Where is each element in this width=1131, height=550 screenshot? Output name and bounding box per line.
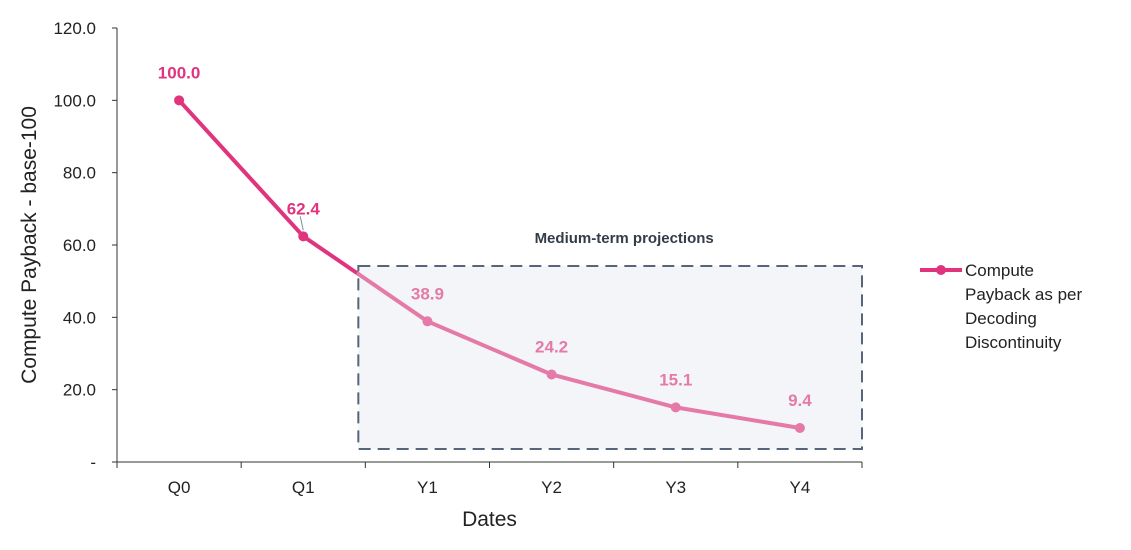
y-tick-label: 80.0: [63, 164, 96, 183]
x-tick-label: Y2: [541, 478, 562, 497]
y-tick-label: 60.0: [63, 236, 96, 255]
data-point: [174, 95, 185, 106]
projection-annotation: Medium-term projections: [535, 230, 714, 247]
y-tick-label: -: [90, 453, 96, 472]
x-tick-label: Q0: [168, 478, 191, 497]
data-point: [422, 316, 433, 327]
y-tick-label: 40.0: [63, 308, 96, 327]
x-tick-label: Y1: [417, 478, 438, 497]
legend-label-line: Discontinuity: [965, 333, 1062, 352]
series-line: [174, 95, 805, 434]
legend: Compute Payback as per Decoding Discontinui…: [920, 261, 1083, 352]
y-tick-label: 120.0: [53, 19, 96, 38]
data-point: [794, 423, 805, 434]
series-line-historical: [177, 98, 361, 277]
legend-label-line: Payback as per: [965, 285, 1083, 304]
data-label: 9.4: [788, 391, 812, 410]
data-label: 24.2: [535, 337, 568, 356]
data-labels: 100.0 62.4 38.9 24.2 15.1 9.4: [158, 63, 812, 410]
x-tick-label: Y3: [665, 478, 686, 497]
y-axis: - 20.0 40.0 60.0 80.0 100.0 120.0: [53, 19, 118, 472]
data-point: [670, 402, 681, 413]
data-label: 100.0: [158, 63, 201, 82]
legend-swatch-marker: [936, 265, 946, 275]
projection-box: [357, 265, 863, 450]
x-axis: Q0 Q1 Y1 Y2 Y3 Y4: [116, 461, 863, 497]
x-axis-title: Dates: [462, 508, 517, 531]
y-tick-label: 20.0: [63, 381, 96, 400]
y-tick-label: 100.0: [53, 91, 96, 110]
legend-label: Compute Payback as per Decoding Discontinui…: [965, 261, 1083, 352]
data-point: [298, 231, 309, 242]
x-tick-label: Y4: [790, 478, 811, 497]
data-label-leader: [299, 216, 304, 231]
legend-label-line: Compute: [965, 261, 1034, 280]
data-label: 62.4: [287, 199, 321, 218]
y-axis-title: Compute Payback - base-100: [18, 106, 41, 384]
data-point: [546, 369, 557, 380]
data-label: 38.9: [411, 284, 444, 303]
data-label: 15.1: [659, 370, 692, 389]
legend-label-line: Decoding: [965, 309, 1037, 328]
x-tick-label: Q1: [292, 478, 315, 497]
